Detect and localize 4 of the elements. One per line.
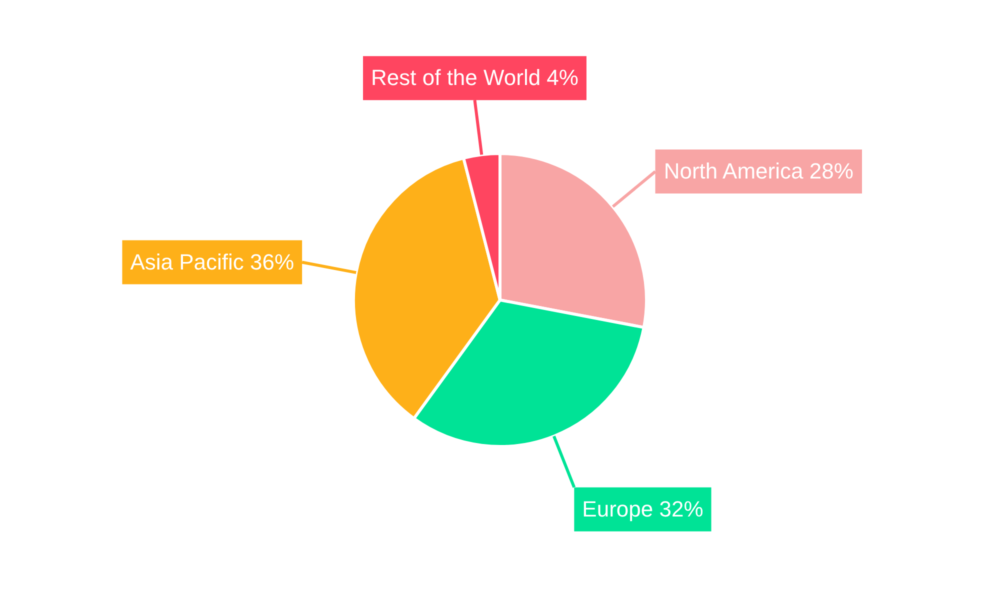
slice-label: Asia Pacific 36% xyxy=(130,249,294,274)
slice-label: Europe 32% xyxy=(582,496,704,522)
slice-label: Rest of the World 4% xyxy=(371,65,578,90)
slice-label: North America 28% xyxy=(664,158,854,184)
